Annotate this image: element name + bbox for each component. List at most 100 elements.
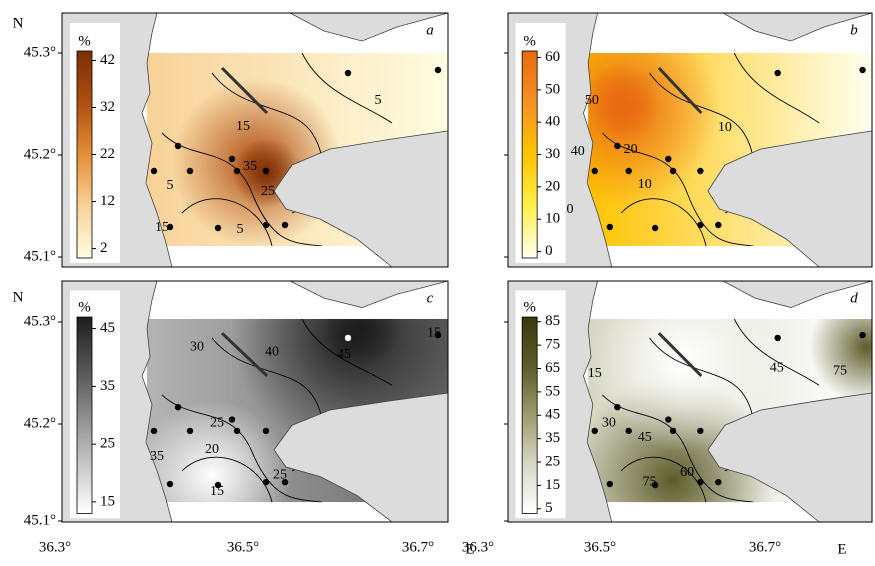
station bbox=[651, 224, 659, 232]
panel-letter: d bbox=[850, 290, 858, 306]
colorbar-tick-label: 15 bbox=[545, 477, 560, 493]
colorbar-tick-label: 0 bbox=[545, 243, 553, 259]
contour-line bbox=[733, 318, 820, 386]
contour-line bbox=[181, 198, 273, 246]
station bbox=[186, 427, 194, 435]
contour-line bbox=[181, 456, 273, 503]
contour-label: 45 bbox=[770, 361, 784, 376]
contour-label: 25 bbox=[261, 184, 275, 199]
station bbox=[186, 167, 194, 175]
lat-tick-label: 45.1° bbox=[24, 248, 56, 264]
colorbar-tick-label: 10 bbox=[545, 211, 560, 227]
contour-line bbox=[161, 132, 323, 246]
map-panel: 5 15 35 25 5 15 5% 42 32 22 12 2 a bbox=[61, 12, 449, 268]
contour-label: 10 bbox=[638, 177, 652, 192]
colorbar-tick-label: 50 bbox=[545, 81, 560, 97]
lon-axis-label: E bbox=[465, 541, 474, 557]
spit bbox=[657, 66, 703, 115]
station bbox=[233, 427, 241, 435]
station bbox=[625, 167, 632, 175]
station bbox=[228, 416, 236, 423]
colorbar-tick-label: 20 bbox=[545, 178, 560, 194]
colorbar-tick-label: 35 bbox=[100, 378, 115, 394]
field-blob bbox=[322, 318, 402, 367]
colorbar-tick-label: 65 bbox=[545, 360, 560, 376]
contour-label: 15 bbox=[236, 119, 250, 134]
contour-label: 5 bbox=[167, 178, 174, 193]
field-blob bbox=[809, 318, 873, 405]
contour-line bbox=[620, 198, 707, 246]
panel-letter: b bbox=[850, 22, 858, 38]
station bbox=[697, 478, 704, 486]
station bbox=[715, 478, 722, 486]
contour-line bbox=[620, 456, 707, 503]
station bbox=[344, 334, 352, 342]
contour-line bbox=[601, 132, 754, 246]
station bbox=[150, 167, 158, 175]
lon-tick-label: 36.7° bbox=[402, 539, 434, 555]
field-blob bbox=[592, 318, 773, 452]
station bbox=[262, 478, 270, 486]
station bbox=[774, 69, 781, 77]
colorbar-tick-label: 22 bbox=[100, 146, 115, 162]
field-blob bbox=[588, 63, 659, 143]
station bbox=[614, 403, 621, 411]
contour-label: 35 bbox=[243, 159, 257, 174]
station bbox=[665, 155, 672, 163]
contour-label: 15 bbox=[210, 484, 224, 499]
panel-letter: a bbox=[426, 22, 434, 38]
station bbox=[233, 167, 241, 175]
station bbox=[166, 480, 174, 488]
lat-tick-label: 45.3° bbox=[24, 44, 56, 60]
station bbox=[262, 427, 270, 435]
colorbar-tick-label: 25 bbox=[545, 453, 560, 469]
station bbox=[174, 142, 182, 150]
lat-tick-label: 45.2° bbox=[24, 146, 56, 162]
colorbar-unit: % bbox=[523, 33, 536, 49]
contour-line bbox=[301, 53, 393, 124]
station bbox=[214, 481, 222, 489]
panel-letter: c bbox=[427, 290, 434, 306]
contour-label: 50 bbox=[585, 93, 599, 108]
contour-label: 30 bbox=[602, 416, 616, 431]
lon-tick-label: 36.3° bbox=[39, 539, 71, 555]
contour-label: 60 bbox=[680, 465, 694, 480]
contour-label: 20 bbox=[205, 442, 219, 457]
station bbox=[614, 142, 621, 150]
contour-label: 15 bbox=[588, 366, 602, 381]
station bbox=[651, 481, 659, 489]
panel-frame bbox=[61, 280, 449, 523]
contour-label: 35 bbox=[150, 449, 164, 464]
contour-label: 5 bbox=[237, 222, 244, 237]
station bbox=[262, 167, 270, 175]
station bbox=[669, 427, 677, 435]
station bbox=[606, 223, 614, 231]
colorbar bbox=[76, 50, 93, 259]
lon-tick-label: 36.5° bbox=[227, 539, 259, 555]
contour-label: 75 bbox=[833, 363, 847, 378]
contour-label: 45 bbox=[638, 430, 652, 445]
colorbar-tick-label: 15 bbox=[100, 493, 115, 509]
station bbox=[715, 221, 722, 229]
contour-line bbox=[161, 394, 323, 503]
spit bbox=[220, 66, 269, 115]
lon-tick-label: 36.7° bbox=[749, 539, 781, 555]
station bbox=[697, 427, 704, 435]
spit bbox=[220, 332, 269, 377]
station bbox=[281, 478, 289, 486]
contour-line bbox=[733, 53, 820, 124]
contour-line bbox=[601, 394, 754, 503]
colorbar-tick-label: 85 bbox=[545, 313, 560, 329]
station bbox=[665, 416, 672, 423]
colorbar-tick-label: 45 bbox=[100, 320, 115, 336]
station bbox=[697, 167, 704, 175]
contour-label: 15 bbox=[427, 325, 441, 340]
colorbar-unit: % bbox=[78, 33, 91, 49]
station bbox=[859, 66, 866, 74]
panel-frame bbox=[507, 280, 873, 523]
lat-axis-label: N bbox=[13, 289, 24, 305]
colorbar-tick-label: 2 bbox=[100, 240, 108, 256]
station bbox=[591, 427, 598, 435]
colorbar-tick-label: 42 bbox=[100, 52, 115, 68]
colorbar-tick-label: 25 bbox=[100, 436, 115, 452]
